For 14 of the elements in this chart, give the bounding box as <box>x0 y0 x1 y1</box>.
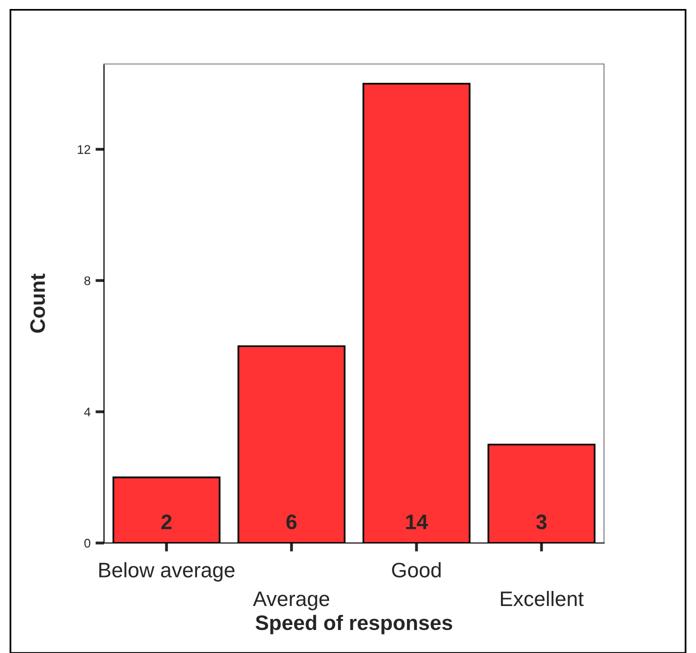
y-tick-label: 12 <box>78 145 90 154</box>
y-tick-label: 8 <box>84 276 90 286</box>
x-axis-title: Speed of responses <box>256 614 452 634</box>
y-axis-title: Count <box>30 274 46 333</box>
data-label: 14 <box>406 514 428 530</box>
x-tick-label: Good <box>392 562 441 578</box>
data-label: 2 <box>161 514 172 530</box>
data-label: 3 <box>536 514 547 530</box>
data-label: 6 <box>286 514 297 530</box>
y-tick-label: 0 <box>84 538 90 548</box>
y-tick-label: 4 <box>84 408 90 416</box>
x-tick-label: Average <box>252 592 330 610</box>
x-tick-label: Excellent <box>500 590 584 606</box>
x-tick-label: Below average <box>99 562 234 582</box>
